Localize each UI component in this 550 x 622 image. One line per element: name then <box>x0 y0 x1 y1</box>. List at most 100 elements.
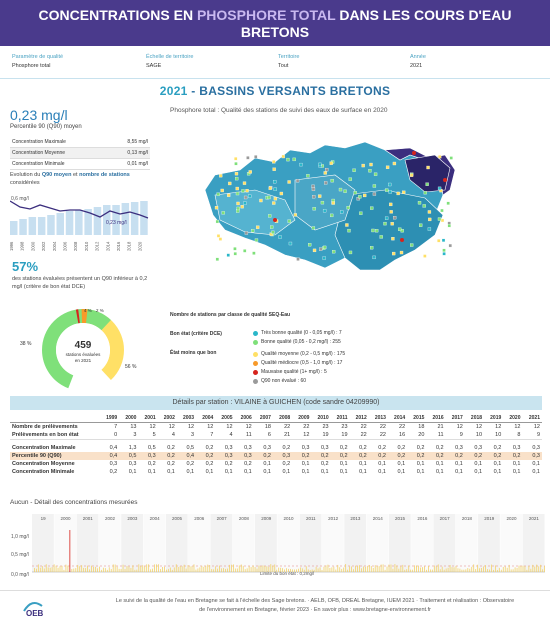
map-station-marker[interactable] <box>242 181 247 185</box>
map-station-marker[interactable] <box>288 241 293 246</box>
map-station-marker[interactable] <box>254 238 259 242</box>
map-station-marker[interactable] <box>271 230 275 235</box>
map-station-marker[interactable] <box>311 184 315 189</box>
map-station-marker[interactable] <box>216 192 220 196</box>
map-station-marker[interactable] <box>235 191 240 196</box>
map-station-marker[interactable] <box>343 189 347 193</box>
map-station-marker[interactable] <box>272 201 276 205</box>
map-station-marker[interactable] <box>438 155 442 159</box>
map-station-marker[interactable] <box>346 206 350 210</box>
map-station-marker[interactable] <box>240 205 244 209</box>
map-station-marker[interactable] <box>246 172 251 176</box>
map-region-finistere[interactable] <box>214 189 296 236</box>
map-station-marker[interactable] <box>389 202 393 207</box>
map-station-marker[interactable] <box>299 162 303 167</box>
map-station-marker[interactable] <box>348 177 352 181</box>
map-station-marker[interactable] <box>227 193 231 197</box>
filter-scale[interactable]: Échelle de territoire SAGE <box>146 54 194 69</box>
map-station-marker[interactable] <box>259 198 263 203</box>
map-station-marker[interactable] <box>358 195 362 199</box>
map-station-marker[interactable] <box>272 160 276 164</box>
map-station-marker[interactable] <box>311 187 316 191</box>
map-station-marker[interactable] <box>268 186 272 190</box>
map-station-marker[interactable] <box>426 165 430 170</box>
map-station-marker[interactable] <box>383 221 387 226</box>
map-station-marker[interactable] <box>373 172 378 176</box>
map-station-marker[interactable] <box>214 206 219 210</box>
map-station-marker[interactable] <box>246 156 250 160</box>
map-station-marker[interactable] <box>235 186 239 191</box>
map-station-marker[interactable] <box>322 256 326 260</box>
map-station-marker[interactable] <box>318 162 322 167</box>
map-station-marker[interactable] <box>306 174 310 178</box>
map-station-marker[interactable] <box>384 216 389 220</box>
legend-item-medium[interactable]: Qualité moyenne (0,2 - 0,5 mg/l) : 175 <box>253 350 345 358</box>
map-station-marker[interactable] <box>268 214 272 218</box>
map-station-marker[interactable] <box>427 210 432 214</box>
map-station-marker[interactable] <box>270 225 274 229</box>
map-station-marker[interactable] <box>396 191 400 196</box>
map-station-marker[interactable] <box>363 193 367 198</box>
map-station-marker[interactable] <box>399 250 404 255</box>
map-station-marker[interactable] <box>330 213 334 218</box>
map-station-marker[interactable] <box>402 190 406 194</box>
map-station-marker[interactable] <box>221 211 225 215</box>
map-station-marker[interactable] <box>372 255 376 260</box>
map-station-marker[interactable] <box>423 254 427 258</box>
map-station-marker[interactable] <box>281 154 285 159</box>
map-station-marker[interactable] <box>234 171 239 176</box>
map-station-marker[interactable] <box>287 180 291 184</box>
map-station-marker[interactable] <box>322 209 327 213</box>
map-station-marker[interactable] <box>391 237 395 241</box>
map-station-marker[interactable] <box>323 245 327 250</box>
map-station-marker[interactable] <box>442 252 446 256</box>
map-station-marker[interactable] <box>331 201 335 205</box>
filter-territory[interactable]: Territoire Tout <box>278 54 300 69</box>
map-station-marker[interactable] <box>312 248 317 253</box>
map-station-marker[interactable] <box>393 216 397 220</box>
map-station-marker[interactable] <box>325 167 329 172</box>
map-station-marker[interactable] <box>279 191 284 196</box>
map-station-marker[interactable] <box>273 197 278 201</box>
map-station-marker[interactable] <box>215 257 220 261</box>
map-station-marker[interactable] <box>312 207 316 211</box>
map-station-marker[interactable] <box>356 197 360 201</box>
map-station-marker[interactable] <box>235 176 239 181</box>
map-station-marker[interactable] <box>392 161 397 166</box>
map-station-marker[interactable] <box>347 228 351 233</box>
map-station-marker[interactable] <box>345 223 349 227</box>
filter-parameter[interactable]: Paramètre de qualité Phosphore total <box>12 54 64 69</box>
map-station-marker[interactable] <box>234 157 238 161</box>
map-station-marker[interactable] <box>228 181 232 186</box>
map-station-marker[interactable] <box>215 219 220 224</box>
map-station-marker[interactable] <box>392 251 396 256</box>
map-station-marker[interactable] <box>419 223 423 227</box>
map-station-marker[interactable] <box>388 182 392 187</box>
map-station-marker[interactable] <box>295 179 300 183</box>
map-station-marker[interactable] <box>273 187 277 191</box>
map-station-marker[interactable] <box>352 168 356 172</box>
map-station-marker[interactable] <box>422 204 426 208</box>
legend-item-very-good[interactable]: Très bonne qualité (0 - 0,05 mg/l) : 7 <box>253 329 342 337</box>
map-station-marker[interactable] <box>400 238 404 242</box>
map-station-marker[interactable] <box>379 235 383 239</box>
map-station-marker[interactable] <box>243 195 248 200</box>
map-station-marker[interactable] <box>234 162 238 166</box>
map-station-marker[interactable] <box>398 227 402 231</box>
map-station-marker[interactable] <box>340 210 344 214</box>
map-station-marker[interactable] <box>443 178 447 182</box>
map-station-marker[interactable] <box>372 184 377 188</box>
map-station-marker[interactable] <box>296 257 300 261</box>
map-station-marker[interactable] <box>412 151 416 155</box>
map-station-marker[interactable] <box>388 190 392 194</box>
map-station-marker[interactable] <box>243 249 247 253</box>
map-station-marker[interactable] <box>220 188 224 193</box>
map-station-marker[interactable] <box>372 192 377 196</box>
map-station-marker[interactable] <box>370 246 374 250</box>
map-region-vilaine[interactable] <box>334 189 444 271</box>
map-station-marker[interactable] <box>292 157 296 162</box>
map-station-marker[interactable] <box>385 188 389 192</box>
map-station-marker[interactable] <box>441 238 446 243</box>
filter-year[interactable]: Année 2021 <box>410 54 426 69</box>
map-station-marker[interactable] <box>370 206 374 210</box>
